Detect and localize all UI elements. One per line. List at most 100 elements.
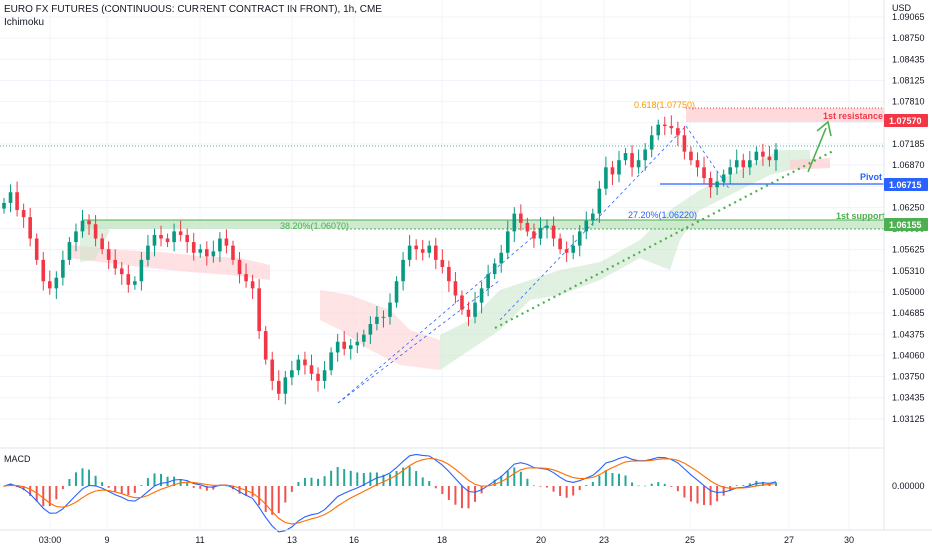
candle-body <box>152 234 157 246</box>
candle-body <box>263 331 268 360</box>
time-tick-label: 18 <box>437 535 447 545</box>
candle-body <box>473 302 477 317</box>
candle-body <box>741 160 746 168</box>
macd-histogram-bar <box>650 483 653 486</box>
macd-histogram-bar <box>585 485 588 486</box>
macd-histogram-bar <box>238 486 241 494</box>
macd-histogram-bar <box>356 472 359 486</box>
candle-body <box>178 231 183 235</box>
candle-body <box>702 167 706 178</box>
price-tick-label: 1.08435 <box>892 54 925 64</box>
candle-body <box>335 341 340 353</box>
macd-histogram-bar <box>114 486 117 492</box>
fib-channel-4 <box>685 125 731 191</box>
candle-body <box>54 277 59 289</box>
pivot-tag: 1.06715 <box>884 178 928 191</box>
candle-body <box>355 341 360 346</box>
candle-body <box>591 213 595 221</box>
pivot-label: Pivot <box>860 172 882 182</box>
macd-histogram-bar <box>88 469 91 486</box>
macd-histogram-bar <box>532 485 535 487</box>
candle-body <box>185 234 189 243</box>
macd-histogram-bar <box>349 470 352 486</box>
macd-histogram-bar <box>317 478 320 486</box>
price-tick-label: 1.08750 <box>892 33 925 43</box>
cloud-red-1 <box>70 245 270 280</box>
macd-histogram-bar <box>3 486 5 487</box>
candle-body <box>67 242 72 260</box>
candle-body <box>754 151 759 161</box>
candle-body <box>191 242 196 253</box>
candle-body <box>28 217 32 239</box>
macd-histogram-bar <box>460 486 463 509</box>
macd-histogram-bar <box>61 486 64 490</box>
cloud-red-2 <box>320 290 440 370</box>
candle-body <box>499 252 504 264</box>
candle-body <box>348 345 353 349</box>
candle-body <box>505 231 510 253</box>
ichimoku-cloud <box>70 150 830 370</box>
candle-body <box>610 167 615 175</box>
candle-body <box>342 341 347 349</box>
pivot-value: 1.06715 <box>889 180 922 190</box>
price-tick-label: 1.04375 <box>892 329 925 339</box>
candle-body <box>290 370 294 378</box>
candle-body <box>394 281 399 303</box>
candle-body <box>643 149 647 161</box>
candle-body <box>283 377 288 394</box>
chart-title: EURO FX FUTURES (CONTINUOUS: CURRENT CON… <box>4 4 382 15</box>
candle-body <box>623 153 628 161</box>
candle-body <box>106 249 111 260</box>
candle-body <box>270 359 275 381</box>
time-axis[interactable]: 03:00 9 11 13 16 18 20 23 25 27 30 <box>39 535 854 545</box>
candle-body <box>119 268 124 275</box>
support-tag: 1.06155 <box>884 218 928 231</box>
macd-histogram-bar <box>591 481 594 486</box>
candle-body <box>571 245 575 253</box>
candle-body <box>362 334 366 342</box>
macd-histogram-bar <box>310 477 313 486</box>
price-tick-label: 1.03125 <box>892 414 925 424</box>
macd-histogram-bar <box>421 477 424 486</box>
resistance-value: 1.07570 <box>889 116 922 126</box>
macd-histogram-bar <box>42 486 45 507</box>
macd-histogram-bar <box>467 486 470 509</box>
price-axis[interactable]: 1.09065 1.08750 1.08435 1.08125 1.07810 1.075… <box>892 12 925 424</box>
macd-histogram-bar <box>271 486 274 515</box>
macd-histogram-bar <box>519 471 522 486</box>
macd-histogram-bar <box>277 486 280 514</box>
macd-histogram-bar <box>284 486 287 503</box>
macd-histogram-bar <box>428 481 431 486</box>
candle-body <box>551 225 556 239</box>
price-tick-label: 1.07185 <box>892 139 925 149</box>
candle-body <box>368 323 373 335</box>
candle-body <box>388 302 392 317</box>
macd-histogram-bar <box>637 485 640 487</box>
candle-body <box>414 245 418 250</box>
macd-histogram-bar <box>408 466 411 486</box>
macd-histogram-bar <box>74 472 77 486</box>
bullish-arrowhead <box>816 120 832 137</box>
candle-body <box>721 174 726 182</box>
macd-histogram-bar <box>604 470 607 486</box>
fib-2720-label: 27.20%(1.06220) <box>628 210 697 220</box>
macd-pane <box>3 453 777 533</box>
macd-histogram-bar <box>375 472 378 486</box>
macd-histogram-bar <box>153 473 156 486</box>
macd-histogram-bar <box>362 473 365 486</box>
time-tick-label: 16 <box>349 535 359 545</box>
candle-body <box>211 251 216 257</box>
price-tick-label: 1.06870 <box>892 160 925 170</box>
price-tick-label: 1.03750 <box>892 372 925 382</box>
candle-body <box>662 124 667 127</box>
candle-body <box>47 281 52 289</box>
candle-body <box>133 281 137 285</box>
candle-body <box>257 288 261 332</box>
macd-histogram-bar <box>382 474 385 486</box>
candle-body <box>237 259 242 275</box>
macd-zero-label: 0.00000 <box>892 481 925 491</box>
candle-body <box>159 234 163 239</box>
macd-histogram-bar <box>146 478 149 486</box>
resistance-zone <box>686 108 884 122</box>
